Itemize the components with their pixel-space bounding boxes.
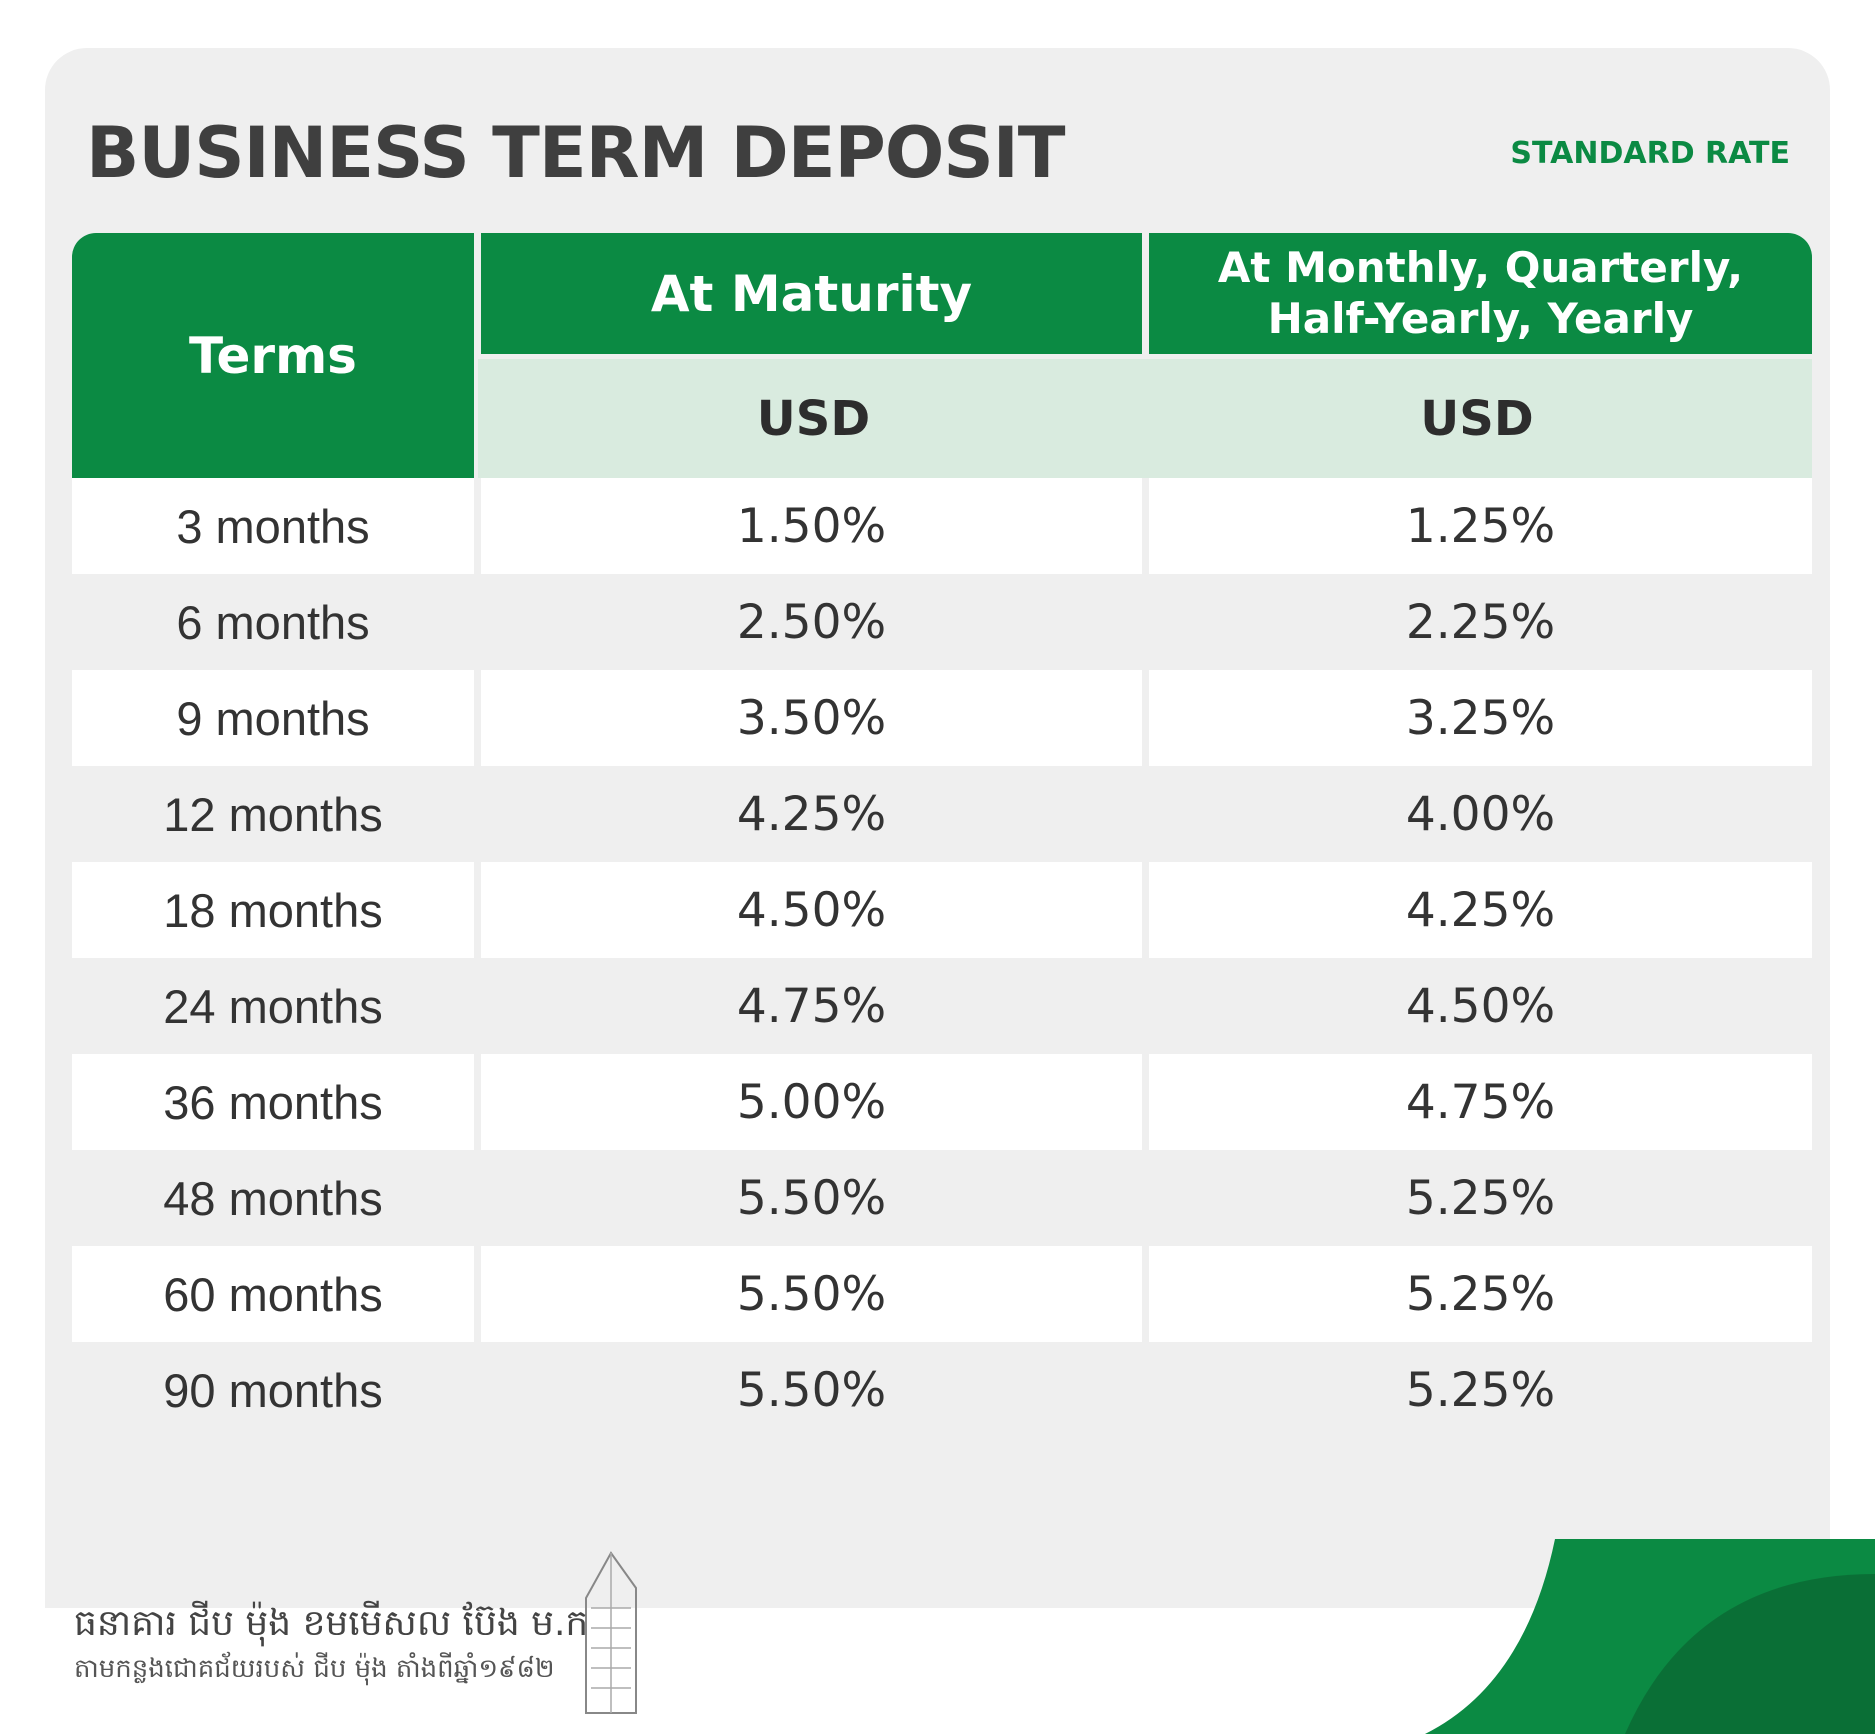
rate-cell: 5.50% [481,1246,1142,1342]
header-cell: Terms [72,233,474,478]
corner-decoration [1425,1539,1875,1734]
term-cell: 60 months [72,1246,474,1342]
rate-cell: 4.75% [1149,1054,1812,1150]
term-cell: 90 months [72,1342,474,1438]
rate-cell: 4.25% [1149,862,1812,958]
bank-name: ធនាគារ ជីប ម៉ុង ខមមើសល ប៊ែង ម.ក [74,1603,589,1644]
term-cell: 24 months [72,958,474,1054]
rate-cell: 4.75% [481,958,1142,1054]
building-logo [585,1551,637,1714]
rate-cell: 2.25% [1149,574,1812,670]
rate-cell: 2.50% [481,574,1142,670]
rate-cell: 5.50% [481,1342,1142,1438]
rate-cell: 5.00% [481,1054,1142,1150]
title: BUSINESS TERM DEPOSIT [86,112,1066,194]
term-cell: 9 months [72,670,474,766]
rate-cell: 1.25% [1149,478,1812,574]
term-cell: 18 months [72,862,474,958]
term-cell: 6 months [72,574,474,670]
rate-cell: 4.50% [1149,958,1812,1054]
rate-cell: 4.00% [1149,766,1812,862]
rate-cell: 4.50% [481,862,1142,958]
rate-cell: 3.50% [481,670,1142,766]
term-cell: 36 months [72,1054,474,1150]
term-cell: 12 months [72,766,474,862]
header-cell: At Maturity [481,233,1142,354]
rate-cell: 5.25% [1149,1246,1812,1342]
term-cell: 48 months [72,1150,474,1246]
rate-cell: 5.25% [1149,1150,1812,1246]
currency-cell: USD [1142,359,1812,478]
header-cell: At Monthly, Quarterly, Half-Yearly, Year… [1149,233,1812,354]
term-cell: 3 months [72,478,474,574]
currency-cell: USD [478,359,1149,478]
rate-cell: 4.25% [481,766,1142,862]
rate-cell: 5.50% [481,1150,1142,1246]
rate-cell: 3.25% [1149,670,1812,766]
bank-tagline: តាមកន្លងជោគជ័យរបស់ ជីប ម៉ុង តាំងពីឆ្នាំ១… [74,1654,555,1684]
rate-cell: 1.50% [481,478,1142,574]
subtitle: STANDARD RATE [1510,136,1790,171]
rate-cell: 5.25% [1149,1342,1812,1438]
